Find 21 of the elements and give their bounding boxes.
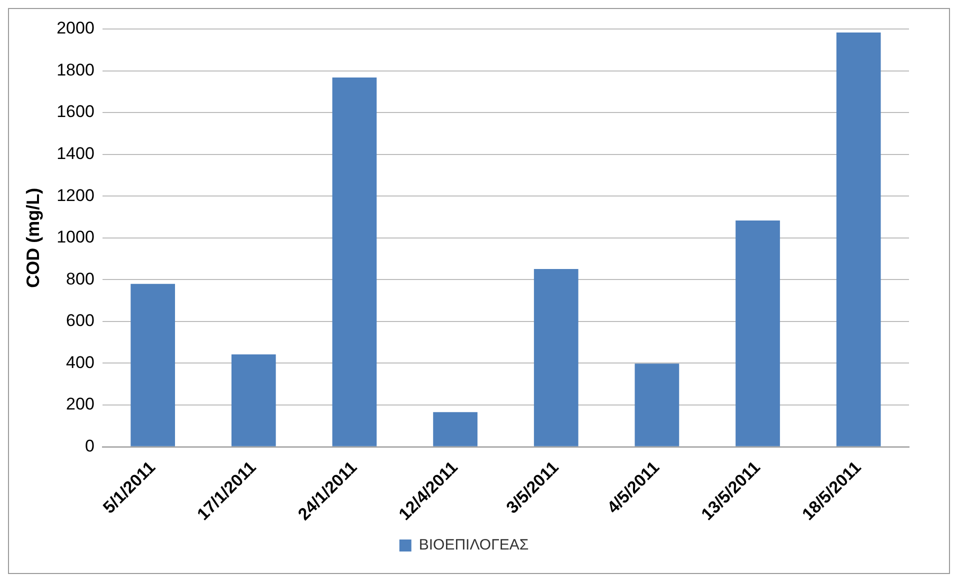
- bar: [231, 354, 276, 446]
- bar: [332, 77, 377, 446]
- y-tick-label: 0: [84, 436, 94, 456]
- y-tick-label: 1200: [56, 186, 94, 205]
- y-tick-label: 1600: [56, 102, 94, 122]
- legend-label: ΒΙΟΕΠΙΛΟΓΕΑΣ: [418, 536, 529, 554]
- y-tick-label: 1400: [56, 144, 94, 164]
- bar: [634, 364, 680, 446]
- bar: [130, 284, 176, 446]
- y-tick-label: 1800: [56, 60, 94, 80]
- y-tick-label: 600: [66, 311, 94, 330]
- y-tick-label: 800: [66, 269, 94, 288]
- bar: [433, 412, 478, 446]
- y-tick-label: 200: [66, 394, 94, 414]
- bar: [534, 269, 578, 446]
- bar: [736, 220, 780, 446]
- bar: [836, 32, 881, 446]
- y-tick-label: 2000: [56, 18, 94, 38]
- y-tick-label: 400: [66, 352, 94, 372]
- y-tick-label: 1000: [56, 228, 94, 247]
- y-axis-title: COD (mg/L): [22, 188, 43, 288]
